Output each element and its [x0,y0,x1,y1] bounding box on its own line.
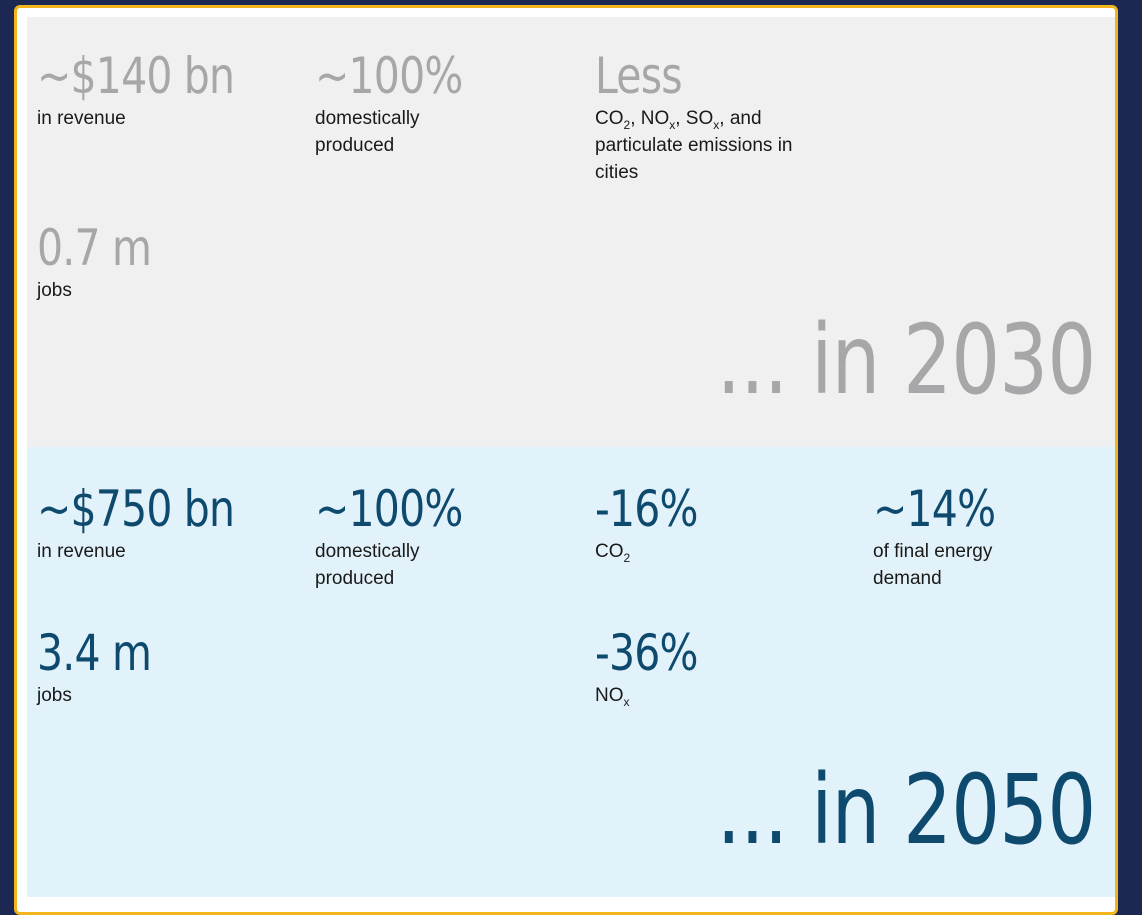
stat-label: in revenue [37,108,126,129]
stat-value: ~100% [315,47,463,105]
stat-energy-2050: ~14% of final energy demand [873,480,1033,592]
panel-2030: ~$140 bn in revenue ~100% domestically p… [27,17,1115,447]
stat-value: 3.4 m [37,624,152,682]
year-footer-2050: ... in 2050 [716,754,1096,866]
stat-label: jobs [37,280,72,301]
stat-value: -36% [595,624,698,682]
stat-domestic-2030: ~100% domestically produced [315,47,495,159]
stat-label: CO2, NOx, SOx, and particulate emissions… [595,108,793,183]
stat-value: Less [595,47,683,105]
stat-label: CO2 [595,541,631,565]
stat-label: domestically produced [315,108,420,156]
stat-domestic-2050: ~100% domestically produced [315,480,495,592]
stat-label: in revenue [37,541,126,562]
infographic-frame: ~$140 bn in revenue ~100% domestically p… [14,5,1118,915]
stat-value: ~$140 bn [37,47,235,105]
stat-revenue-2050: ~$750 bn in revenue [37,480,287,565]
stat-value: 0.7 m [37,219,152,277]
stat-value: ~100% [315,480,463,538]
stat-jobs-2030: 0.7 m jobs [37,219,176,304]
stat-label: jobs [37,685,72,706]
year-footer-2030: ... in 2030 [716,304,1096,416]
stat-label: domestically produced [315,541,420,589]
stat-value: ~14% [873,480,996,538]
stat-jobs-2050: 3.4 m jobs [37,624,176,709]
stat-value: ~$750 bn [37,480,235,538]
stat-label: of final energy demand [873,541,993,589]
stat-co2-2050: -16% CO2 [595,480,720,565]
stat-revenue-2030: ~$140 bn in revenue [37,47,287,132]
stat-nox-2050: -36% NOx [595,624,720,709]
panel-2050: ~$750 bn in revenue ~100% domestically p… [27,447,1115,897]
stat-value: -16% [595,480,698,538]
stat-emissions-2030: Less CO2, NOx, SOx, and particulate emis… [595,47,825,186]
stat-label: NOx [595,685,630,709]
